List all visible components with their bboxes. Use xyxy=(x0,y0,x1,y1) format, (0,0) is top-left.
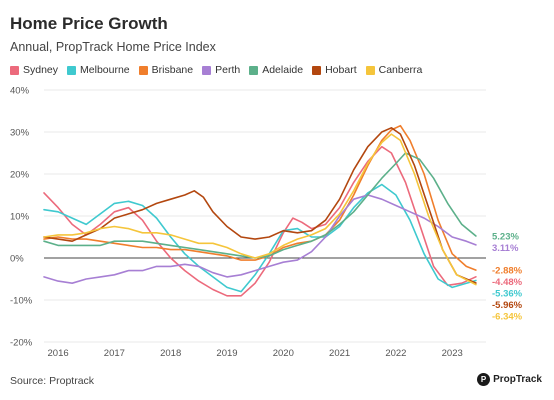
series-line-hobart xyxy=(43,127,477,284)
end-label-sydney: -4.48% xyxy=(492,277,523,288)
brand-logo: P PropTrack xyxy=(477,373,542,386)
end-label-hobart: -5.96% xyxy=(492,300,523,311)
series-line-adelaide xyxy=(43,152,477,259)
x-tick-label: 2017 xyxy=(104,348,125,359)
y-tick-label: -20% xyxy=(10,338,33,349)
chart-title: Home Price Growth xyxy=(10,14,168,33)
source-note: Source: Proptrack xyxy=(10,375,95,387)
legend-swatch xyxy=(138,65,148,75)
proptrack-logo-icon: P xyxy=(477,373,491,386)
series-line-perth xyxy=(43,194,477,284)
series-line-sydney xyxy=(43,145,477,297)
legend-item-melbourne: Melbourne xyxy=(67,64,130,76)
legend-swatch xyxy=(249,65,259,75)
legend-label: Perth xyxy=(215,64,241,76)
legend-item-canberra: Canberra xyxy=(365,64,423,76)
x-tick-label: 2020 xyxy=(273,348,294,359)
end-label-melbourne: -5.36% xyxy=(492,289,523,300)
x-tick-label: 2023 xyxy=(442,348,463,359)
brand-name: PropTrack xyxy=(493,374,542,385)
y-tick-label: 20% xyxy=(10,170,30,181)
chart-legend: Sydney Melbourne Brisbane Perth Adelaide Hoba… xyxy=(10,64,422,76)
end-label-brisbane: -2.88% xyxy=(492,266,523,277)
legend-label: Melbourne xyxy=(80,64,130,76)
legend-swatch xyxy=(202,65,212,75)
series-line-canberra xyxy=(43,133,477,286)
x-tick-label: 2022 xyxy=(385,348,406,359)
y-tick-label: 30% xyxy=(10,128,30,139)
legend-item-perth: Perth xyxy=(202,64,240,76)
x-tick-label: 2021 xyxy=(329,348,350,359)
x-tick-label: 2018 xyxy=(160,348,181,359)
legend-item-sydney: Sydney xyxy=(10,64,58,76)
end-label-adelaide: 5.23% xyxy=(492,232,519,243)
y-tick-label: 40% xyxy=(10,86,30,97)
legend-item-adelaide: Adelaide xyxy=(249,64,303,76)
legend-swatch xyxy=(67,65,77,75)
chart-subtitle: Annual, PropTrack Home Price Index xyxy=(10,40,216,54)
series-line-melbourne xyxy=(43,183,477,293)
legend-swatch xyxy=(312,65,322,75)
legend-swatch xyxy=(10,65,19,75)
end-label-canberra: -6.34% xyxy=(492,312,523,323)
y-tick-label: -10% xyxy=(10,296,33,307)
legend-label: Sydney xyxy=(23,64,59,76)
legend-swatch xyxy=(365,65,375,75)
y-tick-label: 10% xyxy=(10,212,30,223)
legend-item-brisbane: Brisbane xyxy=(138,64,194,76)
legend-item-hobart: Hobart xyxy=(312,64,357,76)
legend-label: Canberra xyxy=(378,64,423,76)
legend-label: Brisbane xyxy=(151,64,194,76)
legend-label: Adelaide xyxy=(262,64,304,76)
x-tick-label: 2019 xyxy=(216,348,237,359)
y-tick-label: 0% xyxy=(10,254,24,265)
end-label-perth: 3.11% xyxy=(492,243,519,254)
x-tick-label: 2016 xyxy=(48,348,69,359)
legend-label: Hobart xyxy=(325,64,357,76)
